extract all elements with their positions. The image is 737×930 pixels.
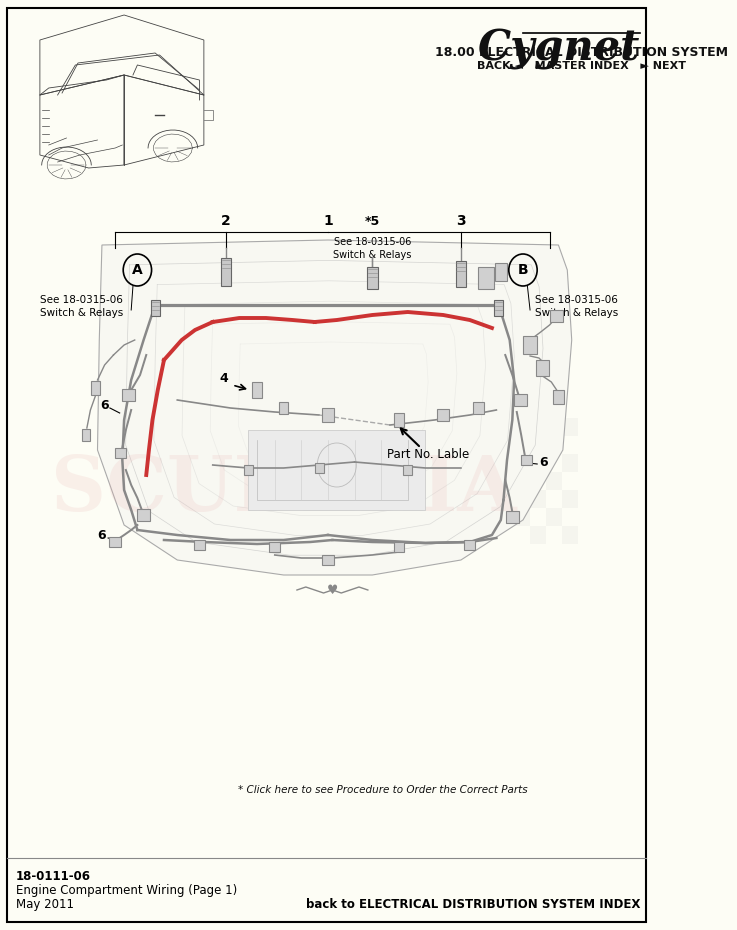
Text: ♥: ♥ bbox=[326, 583, 338, 596]
Bar bbox=[562, 418, 578, 436]
Text: 18-0111-06: 18-0111-06 bbox=[16, 870, 91, 883]
Bar bbox=[551, 310, 563, 322]
Bar bbox=[194, 540, 205, 550]
Text: A: A bbox=[132, 263, 143, 277]
Bar bbox=[394, 542, 404, 552]
Text: * Click here to see Procedure to Order the Correct Parts: * Click here to see Procedure to Order t… bbox=[238, 785, 528, 795]
Bar bbox=[530, 418, 546, 436]
Text: 1: 1 bbox=[323, 214, 333, 228]
Bar bbox=[150, 300, 159, 316]
Bar bbox=[478, 267, 494, 289]
Bar bbox=[91, 381, 100, 395]
Bar bbox=[514, 436, 530, 454]
Text: Engine Compartment Wiring (Page 1): Engine Compartment Wiring (Page 1) bbox=[16, 884, 237, 897]
Bar bbox=[122, 389, 135, 401]
Bar bbox=[403, 465, 412, 475]
Bar bbox=[322, 408, 334, 422]
Bar bbox=[109, 537, 122, 547]
Bar bbox=[244, 465, 253, 475]
Text: B: B bbox=[517, 263, 528, 277]
Bar bbox=[252, 382, 262, 398]
Text: 6: 6 bbox=[539, 456, 548, 469]
Bar bbox=[514, 400, 530, 418]
Bar bbox=[494, 300, 503, 316]
Text: See 18-0315-06
Switch & Relays: See 18-0315-06 Switch & Relays bbox=[534, 295, 618, 318]
Bar bbox=[523, 336, 537, 354]
Text: 2: 2 bbox=[221, 214, 231, 228]
Bar bbox=[248, 430, 425, 510]
Bar bbox=[537, 360, 548, 376]
Text: BACK ◄   MASTER INDEX   ► NEXT: BACK ◄ MASTER INDEX ► NEXT bbox=[477, 61, 686, 71]
Bar bbox=[546, 472, 562, 490]
Bar bbox=[367, 267, 377, 289]
Bar bbox=[514, 472, 530, 490]
Bar bbox=[521, 455, 532, 465]
Bar bbox=[394, 413, 404, 427]
Bar bbox=[495, 263, 507, 281]
Bar bbox=[530, 490, 546, 508]
Bar bbox=[220, 258, 231, 286]
Bar bbox=[562, 454, 578, 472]
Bar bbox=[562, 490, 578, 508]
Bar bbox=[137, 509, 150, 521]
Text: back to ELECTRICAL DISTRIBUTION SYSTEM INDEX: back to ELECTRICAL DISTRIBUTION SYSTEM I… bbox=[306, 898, 640, 911]
Text: See 18-0315-06
Switch & Relays: See 18-0315-06 Switch & Relays bbox=[333, 237, 411, 260]
Bar bbox=[562, 526, 578, 544]
Bar bbox=[322, 555, 334, 565]
Text: 4: 4 bbox=[219, 371, 228, 384]
Text: 6: 6 bbox=[100, 398, 109, 411]
Bar bbox=[455, 261, 467, 287]
Bar bbox=[473, 402, 484, 414]
Bar bbox=[546, 508, 562, 526]
Bar bbox=[514, 394, 526, 406]
Text: 18.00 ELECTRICAL DISTRIBUTION SYSTEM: 18.00 ELECTRICAL DISTRIBUTION SYSTEM bbox=[435, 46, 728, 59]
Bar bbox=[546, 436, 562, 454]
Bar bbox=[506, 511, 519, 523]
Bar bbox=[553, 390, 564, 404]
Text: *5: *5 bbox=[365, 215, 380, 228]
Text: 6: 6 bbox=[97, 528, 106, 541]
Text: 3: 3 bbox=[456, 214, 466, 228]
Text: Part No. Lable: Part No. Lable bbox=[387, 448, 469, 461]
Text: May 2011: May 2011 bbox=[16, 898, 74, 911]
Bar bbox=[530, 526, 546, 544]
Text: Cygnet: Cygnet bbox=[478, 28, 640, 70]
Text: See 18-0315-06
Switch & Relays: See 18-0315-06 Switch & Relays bbox=[40, 295, 123, 318]
Bar bbox=[270, 542, 280, 552]
Bar bbox=[546, 400, 562, 418]
Polygon shape bbox=[97, 240, 572, 575]
Bar bbox=[514, 508, 530, 526]
Bar bbox=[82, 429, 91, 441]
Bar bbox=[279, 402, 288, 414]
Bar bbox=[437, 409, 450, 421]
Bar bbox=[464, 540, 475, 550]
Bar bbox=[530, 454, 546, 472]
Text: SCUDERIA: SCUDERIA bbox=[51, 453, 517, 527]
Bar bbox=[115, 448, 126, 458]
Bar bbox=[315, 463, 324, 473]
